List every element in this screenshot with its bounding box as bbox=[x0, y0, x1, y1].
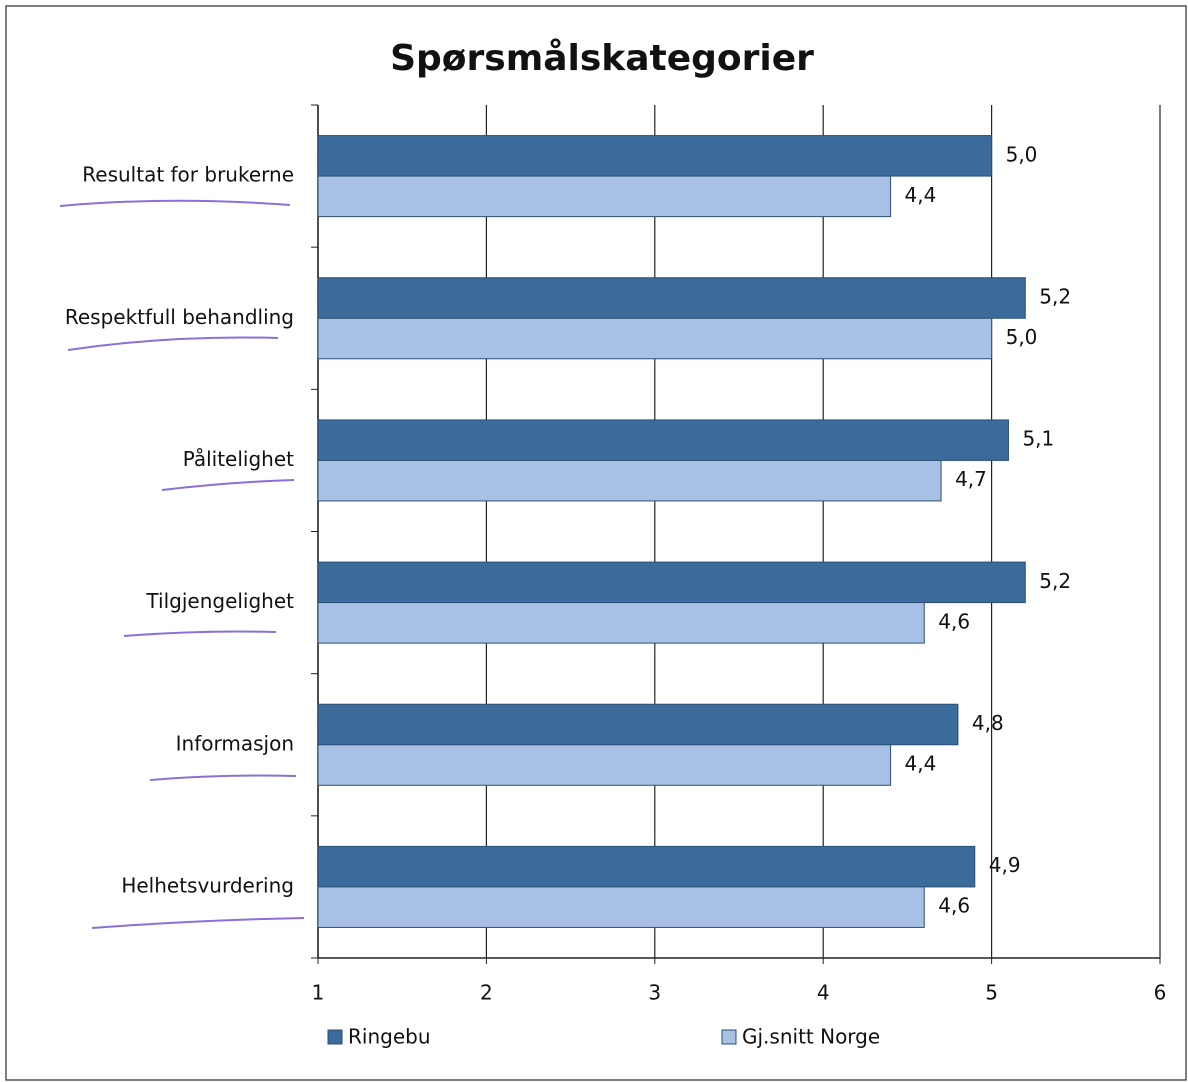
value-label: 4,6 bbox=[938, 609, 970, 633]
bar bbox=[317, 744, 892, 786]
bar bbox=[317, 419, 1009, 461]
x-tick-label: 3 bbox=[648, 981, 661, 1005]
x-tick-label: 5 bbox=[985, 981, 998, 1005]
y-tick-label: Pålitelighet bbox=[183, 447, 294, 471]
chart-title: Spørsmålskategorier bbox=[390, 38, 814, 79]
bar bbox=[317, 561, 1026, 604]
legend-swatch bbox=[721, 1029, 737, 1045]
x-tick-label: 4 bbox=[817, 981, 830, 1005]
value-label: 5,2 bbox=[1039, 284, 1071, 308]
bar bbox=[317, 317, 993, 360]
bar bbox=[317, 703, 959, 746]
value-label: 5,0 bbox=[1006, 325, 1038, 349]
underline bbox=[67, 336, 279, 351]
underline bbox=[149, 774, 297, 781]
bar bbox=[317, 602, 925, 644]
y-tick-label: Resultat for brukerne bbox=[82, 163, 294, 187]
bar bbox=[317, 175, 892, 218]
bar bbox=[317, 459, 942, 502]
value-label: 4,7 bbox=[955, 467, 987, 491]
y-tick-label: Tilgjengelighet bbox=[145, 589, 294, 613]
bar bbox=[317, 277, 1026, 319]
underline bbox=[123, 630, 277, 637]
legend-swatch bbox=[327, 1029, 343, 1045]
value-label: 4,4 bbox=[905, 752, 937, 776]
x-tick-label: 2 bbox=[480, 981, 493, 1005]
legend-label: Gj.snitt Norge bbox=[742, 1025, 880, 1049]
x-tick-label: 1 bbox=[312, 981, 325, 1005]
value-label: 4,9 bbox=[989, 853, 1021, 877]
value-label: 5,2 bbox=[1039, 569, 1071, 593]
bar bbox=[317, 845, 976, 888]
underline bbox=[91, 917, 305, 929]
value-label: 5,1 bbox=[1022, 427, 1054, 451]
y-tick-label: Informasjon bbox=[176, 731, 294, 755]
value-label: 4,4 bbox=[905, 183, 937, 207]
underline bbox=[161, 479, 295, 491]
handwritten-underlines bbox=[59, 199, 305, 929]
value-label: 5,0 bbox=[1006, 142, 1038, 166]
value-label: 4,8 bbox=[972, 711, 1004, 735]
bar bbox=[317, 886, 925, 928]
frame bbox=[5, 5, 1187, 1081]
bar bbox=[317, 135, 993, 177]
value-label: 4,6 bbox=[938, 894, 970, 918]
y-tick-label: Respektfull behandling bbox=[65, 305, 294, 329]
legend-label: Ringebu bbox=[348, 1025, 431, 1049]
x-tick-label: 6 bbox=[1154, 981, 1167, 1005]
underline bbox=[59, 199, 291, 207]
y-tick-label: Helhetsvurdering bbox=[121, 873, 294, 897]
